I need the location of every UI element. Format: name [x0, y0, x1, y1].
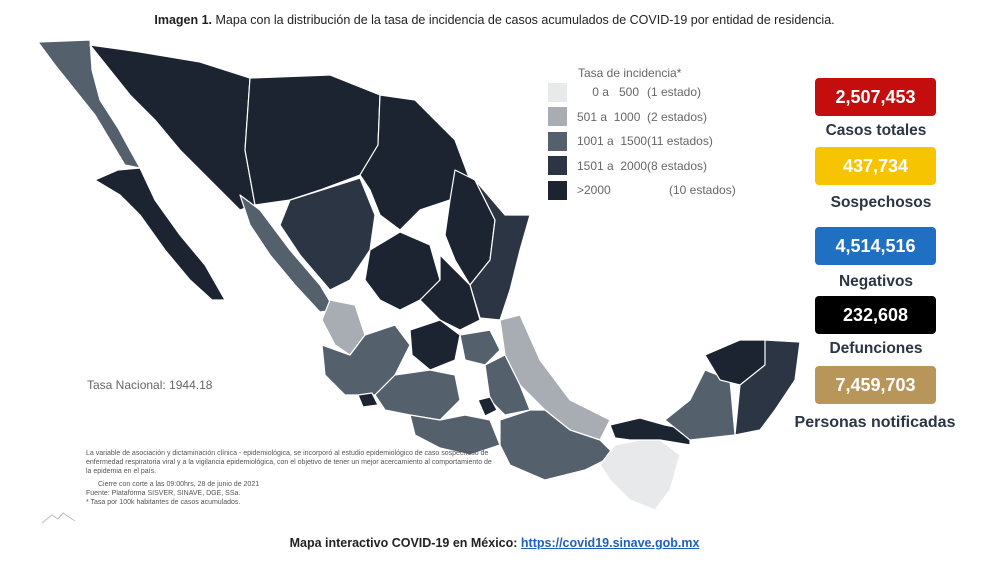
- legend-title: Tasa de incidencia*: [578, 66, 682, 80]
- legend-range: 1001 a 1500: [577, 134, 648, 149]
- note-variable: La variable de asociación y dictaminació…: [86, 450, 492, 475]
- stat-sospechosos-label: Sospechosos: [830, 194, 932, 211]
- footnotes: La variable de asociación y dictaminació…: [86, 449, 496, 507]
- legend-count: (11 estados): [647, 134, 713, 149]
- legend-range: 1501 a 2000: [577, 158, 648, 173]
- note-tasa: * Tasa por 100k habitantes de casos acum…: [86, 499, 241, 506]
- state-hidalgo[interactable]: [459, 329, 501, 366]
- state-guanajuato[interactable]: [409, 319, 461, 371]
- stat-defunciones-label: Defunciones: [829, 340, 923, 357]
- legend-item: 1501 a 2000 (8 estados): [548, 154, 736, 179]
- legend-count: (1 estado): [647, 85, 702, 100]
- stat-sospechosos-value: 437,734: [815, 147, 936, 185]
- legend-swatch: [548, 156, 567, 176]
- state-sonora[interactable]: [89, 44, 256, 211]
- legend-item: >2000 (10 estados): [548, 178, 736, 203]
- legend-swatch: [548, 107, 567, 127]
- map-legend: Tasa de incidencia* 0 a 500 (1 estado) 50…: [548, 66, 736, 203]
- caption-text: Mapa con la distribución de la tasa de i…: [212, 13, 835, 27]
- logo-mountains-icon: [41, 512, 76, 524]
- state-coahuila[interactable]: [359, 94, 471, 231]
- legend-range: 501 a 1000: [577, 109, 641, 124]
- figure-caption: Imagen 1. Mapa con la distribución de la…: [0, 13, 989, 27]
- state-michoacan[interactable]: [374, 369, 461, 421]
- legend-swatch: [548, 82, 567, 102]
- state-chihuahua[interactable]: [244, 74, 381, 206]
- state-colima[interactable]: [357, 392, 379, 408]
- footer-text: Mapa interactivo COVID-19 en México:: [289, 536, 521, 550]
- state-tabasco[interactable]: [609, 417, 691, 446]
- footer-link[interactable]: https://covid19.sinave.gob.mx: [520, 536, 700, 550]
- legend-swatch: [548, 131, 567, 151]
- caption-label: Imagen 1.: [154, 13, 213, 27]
- stat-defunciones-value: 232,608: [815, 296, 936, 334]
- stat-personas-notificadas-value: 7,459,703: [815, 366, 936, 404]
- note-fuente: Fuente: Plataforma SISVER, SINAVE, DGE, …: [86, 490, 241, 497]
- note-cierre: Cierre con corte a las 09:00hrs, 28 de j…: [98, 481, 260, 488]
- legend-swatch: [548, 180, 567, 200]
- stat-casos-totales-value: 2,507,453: [815, 78, 936, 116]
- state-cdmx[interactable]: [477, 396, 498, 417]
- state-quintana-roo[interactable]: [734, 339, 801, 436]
- legend-item: 0 a 500 (1 estado): [548, 80, 736, 105]
- state-jalisco[interactable]: [321, 324, 411, 396]
- stat-negativos-value: 4,514,516: [815, 227, 936, 265]
- legend-item: 501 a 1000 (2 estados): [548, 105, 736, 130]
- legend-count: (8 estados): [647, 158, 708, 173]
- state-baja-california-sur[interactable]: [94, 167, 226, 301]
- state-san-luis-potosi[interactable]: [419, 254, 481, 331]
- footer: Mapa interactivo COVID-19 en México: htt…: [0, 536, 989, 550]
- legend-range: >2000: [577, 183, 611, 198]
- stat-personas-notificadas-label: Personas notificadas: [794, 414, 956, 431]
- state-durango[interactable]: [279, 177, 376, 291]
- state-chiapas[interactable]: [599, 439, 681, 511]
- legend-range: 0 a 500: [592, 85, 639, 100]
- stat-casos-totales-label: Casos totales: [825, 122, 927, 139]
- stat-negativos-label: Negativos: [838, 273, 914, 290]
- legend-count: (10 estados): [669, 183, 736, 198]
- legend-count: (2 estados): [647, 109, 708, 124]
- tasa-nacional: Tasa Nacional: 1944.18: [87, 378, 213, 392]
- legend-item: 1001 a 1500 (11 estados): [548, 129, 736, 154]
